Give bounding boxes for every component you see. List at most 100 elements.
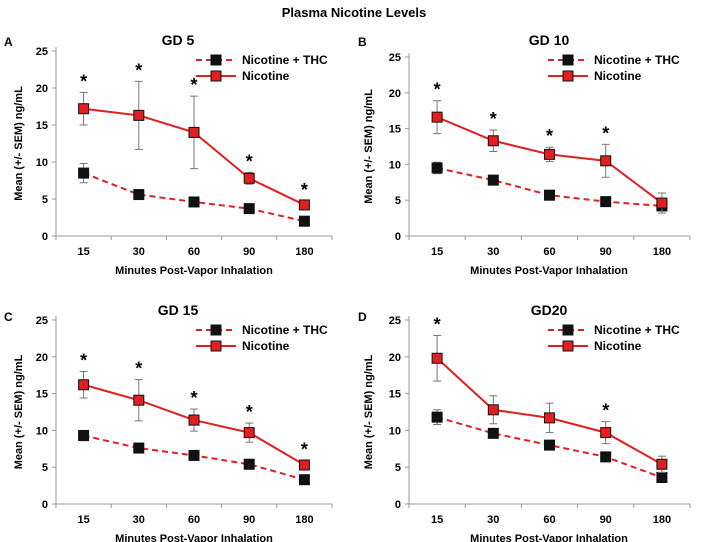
x-tick-label: 15 <box>77 246 89 258</box>
y-tick-label: 5 <box>42 194 48 206</box>
significance-star: * <box>80 351 87 371</box>
y-tick-label: 5 <box>395 195 401 207</box>
legend-marker <box>210 340 222 352</box>
data-point <box>656 458 668 470</box>
panel-title: GD 5 <box>162 32 195 48</box>
data-point <box>656 472 668 484</box>
legend-marker <box>562 54 574 66</box>
data-point <box>78 103 90 115</box>
data-point <box>188 449 200 461</box>
y-tick-label: 20 <box>389 88 401 100</box>
x-tick-label: 180 <box>653 514 671 526</box>
data-point <box>133 189 145 201</box>
legend-marker <box>562 340 574 352</box>
significance-star: * <box>602 401 609 421</box>
legend: Nicotine + THC Nicotine <box>548 323 680 353</box>
data-point <box>544 189 555 201</box>
panel-letter: A <box>4 35 13 49</box>
data-point <box>431 352 443 364</box>
x-tick-label: 180 <box>295 514 313 526</box>
x-tick-label: 30 <box>487 246 499 258</box>
series-nicotine-thc <box>431 409 668 484</box>
legend-marker <box>562 324 574 336</box>
series-nicotine <box>431 334 668 473</box>
data-point <box>431 411 443 423</box>
legend-marker <box>210 324 222 336</box>
legend: Nicotine + THC Nicotine <box>196 323 328 353</box>
y-tick-label: 20 <box>36 83 48 95</box>
significance-star: * <box>301 440 308 460</box>
data-point <box>243 172 255 184</box>
data-point <box>600 155 612 167</box>
x-tick-label: 90 <box>600 246 612 258</box>
y-tick-label: 5 <box>395 462 401 474</box>
x-tick-label: 90 <box>243 246 255 258</box>
significance-star: * <box>246 402 253 422</box>
significance-star: * <box>80 71 87 91</box>
legend: Nicotine + THC Nicotine <box>196 53 328 83</box>
series-nicotine <box>78 80 310 211</box>
panel-A: A GD 5 0 5 10 15 20 25 15 30 60 90 180 Minutes Post-V… <box>4 32 333 277</box>
y-tick-label: 10 <box>389 425 401 437</box>
y-tick-label: 10 <box>36 425 48 437</box>
data-point <box>487 404 499 416</box>
x-tick-label: 90 <box>243 514 255 526</box>
panel-letter: B <box>358 35 367 49</box>
x-tick-label: 90 <box>600 514 612 526</box>
y-tick-label: 15 <box>36 120 48 132</box>
y-tick-label: 15 <box>36 389 48 401</box>
panel-title: GD 10 <box>529 32 570 48</box>
x-tick-label: 60 <box>188 514 200 526</box>
data-point <box>298 459 310 471</box>
legend-marker <box>210 70 222 82</box>
panel-letter: C <box>4 310 13 324</box>
data-point <box>431 162 443 174</box>
y-tick-label: 20 <box>36 352 48 364</box>
x-tick-label: 30 <box>133 514 145 526</box>
y-axis-label: Mean (+/- SEM) ng/mL <box>363 89 375 204</box>
x-tick-label: 180 <box>295 246 313 258</box>
legend-marker <box>210 54 222 66</box>
significance-star: * <box>434 80 441 100</box>
significance-star: * <box>246 151 253 171</box>
data-point <box>431 111 443 123</box>
data-point <box>600 427 612 439</box>
y-tick-label: 25 <box>36 46 48 58</box>
y-tick-label: 0 <box>42 231 48 243</box>
x-tick-label: 30 <box>133 246 145 258</box>
y-tick-label: 25 <box>389 315 401 327</box>
data-point <box>78 167 90 179</box>
panel-C: C GD 15 0 5 10 15 20 25 15 30 60 90 180 Minutes Post-… <box>4 302 333 542</box>
y-tick-label: 25 <box>36 315 48 327</box>
y-tick-label: 15 <box>389 124 401 136</box>
data-point <box>487 135 499 147</box>
x-tick-label: 30 <box>487 514 499 526</box>
significance-star: * <box>490 109 497 129</box>
data-point <box>243 203 255 215</box>
legend-label: Nicotine + THC <box>594 53 680 67</box>
legend-marker <box>562 70 574 82</box>
data-point <box>188 196 200 208</box>
y-tick-label: 10 <box>389 159 401 171</box>
legend-label: Nicotine <box>242 69 290 83</box>
y-tick-label: 0 <box>395 231 401 243</box>
significance-star: * <box>190 388 197 408</box>
data-point <box>78 379 90 391</box>
legend-label: Nicotine + THC <box>242 53 328 67</box>
data-point <box>188 414 200 426</box>
significance-star: * <box>135 359 142 379</box>
series-nicotine-thc <box>78 429 310 486</box>
panel-D: D GD20 0 5 10 15 20 25 15 30 60 90 180 Minutes Post-V… <box>358 302 691 542</box>
data-point <box>544 412 555 424</box>
data-point <box>133 394 145 406</box>
series-nicotine <box>78 371 310 471</box>
series-nicotine <box>431 100 668 214</box>
legend-label: Nicotine + THC <box>594 323 680 337</box>
series-nicotine-thc <box>78 162 310 227</box>
significance-star: * <box>190 75 197 95</box>
data-point <box>544 148 555 160</box>
y-tick-label: 25 <box>389 52 401 64</box>
data-point <box>656 197 668 209</box>
y-tick-label: 15 <box>389 389 401 401</box>
legend-label: Nicotine <box>594 339 642 353</box>
